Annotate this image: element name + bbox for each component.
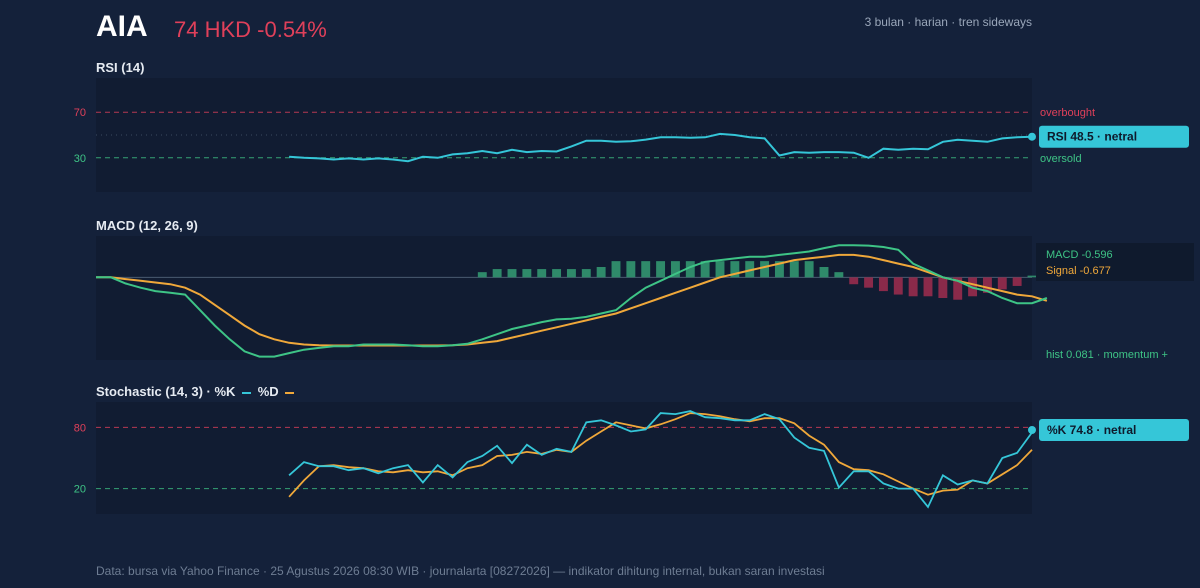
macd-hist-bar: [715, 261, 725, 278]
macd-hist-bar: [745, 261, 755, 278]
data-source-footer: Data: bursa via Yahoo Finance · 25 Agust…: [96, 564, 825, 578]
macd-hist-bar: [774, 261, 784, 278]
macd-hist-bar: [552, 269, 562, 278]
macd-hist-bar: [789, 261, 799, 278]
rsi-tick-70: 70: [74, 107, 86, 119]
stoch-value-label: %K 74.8 · netral: [1028, 419, 1189, 441]
rsi-value-label: RSI 48.5 · netral: [1028, 125, 1189, 148]
macd-legend-macd: MACD -0.596: [1046, 249, 1113, 261]
stoch-value-label-marker: [1028, 426, 1036, 434]
macd-hist-bar: [656, 261, 666, 278]
macd-hist-bar: [893, 277, 903, 295]
macd-hist-bar: [982, 277, 992, 293]
macd-hist-bar: [522, 269, 532, 278]
macd-line: [96, 244, 1048, 358]
price-change: 74 HKD -0.54%: [174, 17, 327, 42]
macd-hist-annotation: hist 0.081 · momentum +: [1046, 349, 1168, 361]
macd-hist-bar: [507, 269, 517, 278]
stoch-panel: 20 80 %K 74.8 · netral: [74, 402, 1189, 514]
rsi-level-label-70: overbought: [1040, 107, 1095, 119]
chart-subtitle: 3 bulan · harian · tren sideways: [864, 15, 1032, 29]
macd-legend-box: [1036, 243, 1194, 281]
macd-panel-title: MACD (12, 26, 9): [96, 218, 198, 233]
macd-hist-bar: [819, 267, 829, 278]
rsi-level-label-30: oversold: [1040, 153, 1082, 165]
macd-hist-bar: [878, 277, 888, 292]
macd-hist-bar: [581, 269, 591, 278]
rsi-panel-title: RSI (14): [96, 60, 145, 75]
stoch-panel-title: Stochastic (14, 3) · %K %D: [96, 384, 295, 399]
macd-hist-bar: [834, 272, 844, 278]
macd-hist-bar: [730, 261, 740, 278]
macd-legend-signal: Signal -0.677: [1046, 265, 1111, 277]
macd-hist-bar: [1012, 277, 1022, 286]
macd-hist-bar: [670, 261, 680, 278]
macd-hist-bar: [611, 261, 621, 278]
macd-hist-bar: [953, 277, 963, 300]
macd-hist-bar: [626, 261, 636, 278]
macd-hist-bar: [566, 269, 576, 278]
macd-hist-bar: [537, 269, 547, 278]
rsi-value-label-marker: [1028, 132, 1036, 141]
macd-hist-bar: [596, 267, 606, 278]
rsi-panel: overbought oversold 30 70 RSI 48.5 · netral: [74, 78, 1189, 192]
ticker-symbol: AIA: [96, 10, 148, 43]
macd-hist-bar: [804, 261, 814, 278]
macd-hist-bar: [1027, 275, 1037, 278]
rsi-value-label-box: [1039, 125, 1189, 148]
macd-hist-bar: [997, 277, 1007, 290]
rsi-value-label-text: RSI 48.5 · netral: [1047, 130, 1137, 144]
stoch-k-line: [288, 410, 1033, 509]
macd-hist-bar: [492, 269, 502, 278]
stoch-value-label-box: [1039, 419, 1189, 441]
stoch-tick-20: 20: [74, 484, 86, 496]
macd-panel: MACD -0.596 Signal -0.677 hist 0.081 · mom…: [96, 236, 1194, 361]
rsi-tick-30: 30: [74, 153, 86, 165]
macd-hist-bar: [700, 261, 710, 278]
macd-hist-bar: [477, 272, 487, 278]
macd-hist-bar: [641, 261, 651, 278]
macd-hist-bar: [849, 277, 859, 285]
stoch-title-text: Stochastic (14, 3) · %K: [96, 384, 236, 399]
macd-hist-bar: [923, 277, 933, 297]
stoch-legend-d: %D: [257, 384, 279, 399]
macd-hist-bar: [685, 261, 695, 278]
macd-hist-bar: [908, 277, 918, 297]
macd-hist-bar: [938, 277, 948, 298]
stoch-legend-k-swatch: [242, 391, 252, 394]
stoch-tick-80: 80: [74, 422, 86, 434]
stoch-plot-area: [96, 402, 1032, 514]
stoch-legend-d-swatch: [285, 391, 295, 394]
signal-line: [96, 253, 1048, 347]
rsi-series-line: [289, 132, 1033, 163]
macd-plot-area: [96, 236, 1032, 360]
stoch-value-label-text: %K 74.8 · netral: [1047, 423, 1136, 437]
macd-hist-bar: [760, 261, 770, 278]
macd-hist-bar: [864, 277, 874, 288]
